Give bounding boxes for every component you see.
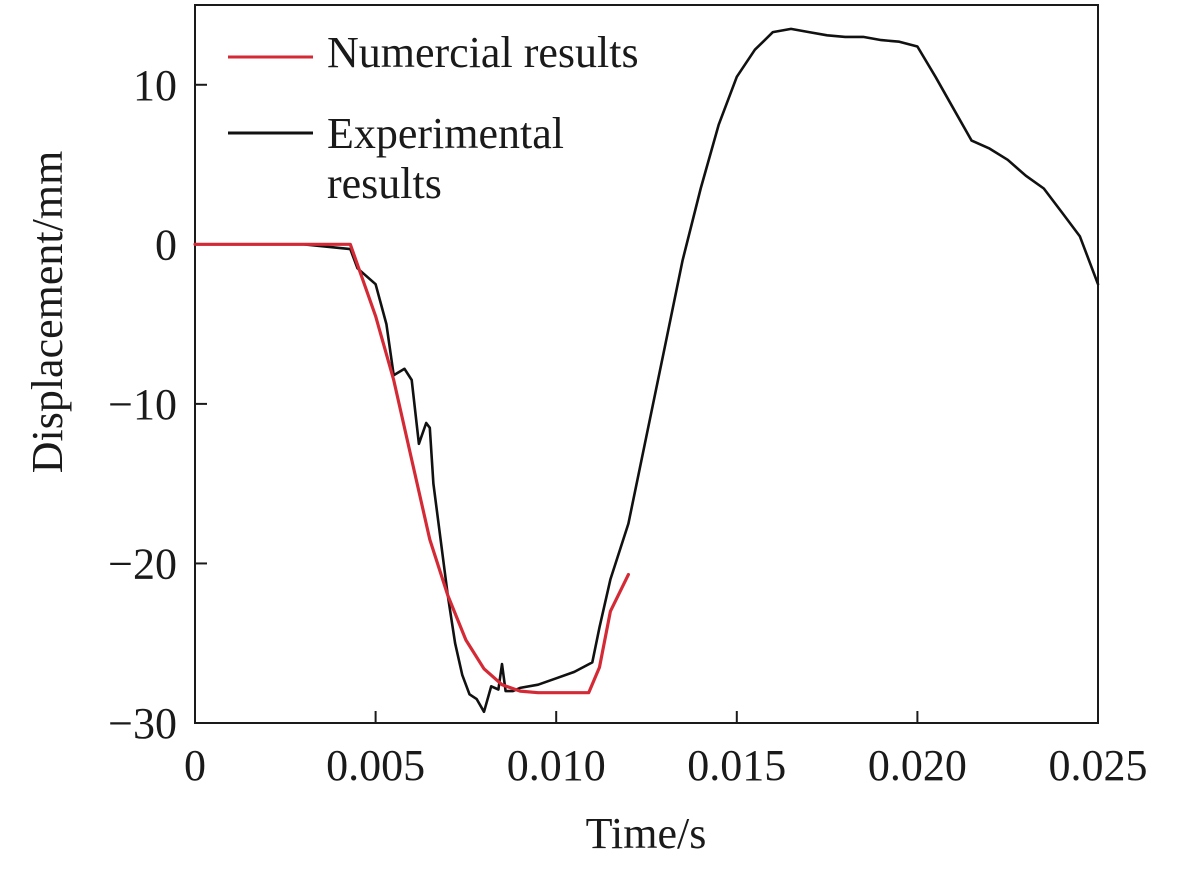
series-line-numerical bbox=[193, 242, 631, 695]
x-tick-label: 0.020 bbox=[868, 741, 967, 790]
y-axis-ticks: −30 −20 −10 0 10 bbox=[108, 61, 207, 748]
series-layer bbox=[193, 27, 1100, 714]
y-tick-label: −30 bbox=[108, 699, 177, 748]
legend-label-numerical: Numercial results bbox=[327, 28, 639, 77]
x-axis-ticks: 0 0.005 0.010 0.015 0.020 0.025 bbox=[184, 711, 1148, 790]
plot-frame bbox=[194, 4, 1099, 724]
legend: Numercial results Experimental results bbox=[228, 28, 639, 208]
x-tick-label: 0.025 bbox=[1049, 741, 1148, 790]
legend-label-experimental: Experimental results bbox=[327, 109, 575, 208]
y-tick-label: −10 bbox=[108, 380, 177, 429]
y-axis-label: Displacement/mm bbox=[23, 151, 72, 474]
y-tick-label: −20 bbox=[108, 539, 177, 588]
series-line-experimental bbox=[193, 27, 1100, 714]
y-tick-label: 0 bbox=[155, 220, 177, 269]
x-tick-label: 0.015 bbox=[687, 741, 786, 790]
y-tick-label: 10 bbox=[133, 61, 177, 110]
x-tick-label: 0 bbox=[184, 741, 206, 790]
x-tick-label: 0.010 bbox=[507, 741, 606, 790]
x-tick-label: 0.005 bbox=[326, 741, 425, 790]
x-axis-label: Time/s bbox=[586, 809, 707, 858]
